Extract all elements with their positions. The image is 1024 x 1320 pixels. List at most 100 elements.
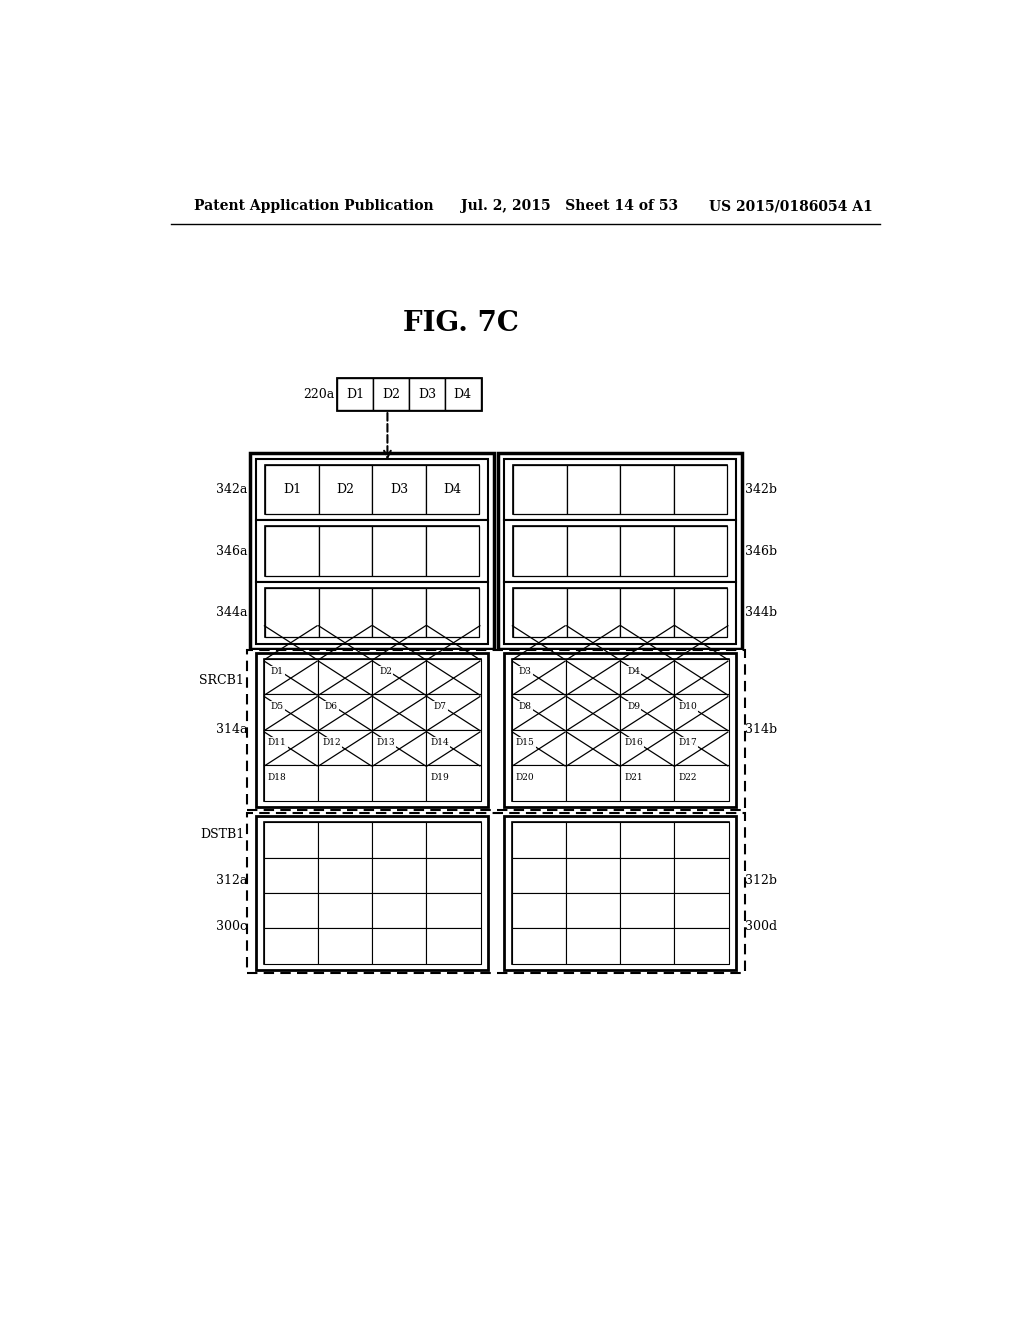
Text: D7: D7 [433,702,446,711]
Bar [317,928,372,964]
Bar [512,766,566,800]
Bar [512,892,566,928]
Bar [265,465,318,515]
Bar [426,465,479,515]
Bar [426,589,479,638]
Text: D5: D5 [270,702,284,711]
Bar [426,527,479,576]
Bar [318,527,372,576]
Bar [318,465,372,515]
Bar [621,822,675,858]
Bar [513,465,727,515]
Text: US 2015/0186054 A1: US 2015/0186054 A1 [710,199,873,213]
Text: D20: D20 [516,774,535,781]
Bar [513,465,566,515]
Bar [674,589,727,638]
Bar [317,659,372,694]
Text: D2: D2 [337,483,354,496]
Text: D1: D1 [270,667,284,676]
Text: D4: D4 [443,483,462,496]
Bar [675,659,729,694]
Text: D4: D4 [454,388,472,400]
Text: 312b: 312b [744,874,777,887]
Bar [621,589,674,638]
Text: FIG. 7C: FIG. 7C [403,310,519,338]
Bar [317,766,372,800]
Text: 346b: 346b [744,545,777,557]
Bar [372,659,426,694]
Bar [621,766,675,800]
Text: D3: D3 [418,388,436,400]
Bar [504,816,736,970]
Bar [566,858,621,892]
Text: D8: D8 [519,702,531,711]
Bar [512,822,566,858]
Text: D1: D1 [346,388,365,400]
Bar [513,527,727,576]
Text: 300d: 300d [744,920,777,933]
Bar [317,730,372,766]
Text: D14: D14 [430,738,450,747]
Bar [251,453,494,649]
Text: D19: D19 [430,774,450,781]
Bar [263,822,480,964]
Bar [675,928,729,964]
Bar [566,892,621,928]
Bar [426,822,480,858]
Bar [504,653,736,807]
Bar [674,527,727,576]
Bar [621,465,674,515]
Bar [317,822,372,858]
Bar [265,589,318,638]
Bar [337,378,373,411]
Bar [504,582,736,644]
Text: D12: D12 [323,738,341,747]
Bar [372,527,426,576]
Bar [504,459,736,520]
Bar [566,659,621,694]
Text: D3: D3 [519,667,531,676]
Text: 300c: 300c [216,920,248,933]
Bar [621,928,675,964]
Bar [248,649,744,810]
Bar [566,822,621,858]
Text: 314b: 314b [744,723,777,737]
Bar [674,465,727,515]
Bar [512,928,566,964]
Bar [621,892,675,928]
Text: D17: D17 [679,738,697,747]
Bar [372,928,426,964]
Bar [621,858,675,892]
Text: D22: D22 [679,774,697,781]
Text: D4: D4 [627,667,640,676]
Bar [621,730,675,766]
Bar [512,659,566,694]
Text: 312a: 312a [216,874,248,887]
Bar [426,730,480,766]
Bar [372,730,426,766]
Bar [256,816,488,970]
Bar [317,694,372,730]
Text: 220a: 220a [303,388,334,400]
Bar [512,694,566,730]
Bar [566,694,621,730]
Bar [372,694,426,730]
Text: 314a: 314a [216,723,248,737]
Bar [426,659,480,694]
Bar [372,892,426,928]
Text: D1: D1 [283,483,301,496]
Bar [372,822,426,858]
Bar [256,582,488,644]
Bar [444,378,480,411]
Bar [513,589,727,638]
Bar [566,766,621,800]
Bar [317,858,372,892]
Text: DSTB1: DSTB1 [200,828,245,841]
Bar [263,892,317,928]
Text: SRCB1: SRCB1 [200,675,245,686]
Bar [675,822,729,858]
Bar [426,766,480,800]
Bar [675,694,729,730]
Bar [372,858,426,892]
Bar [621,527,674,576]
